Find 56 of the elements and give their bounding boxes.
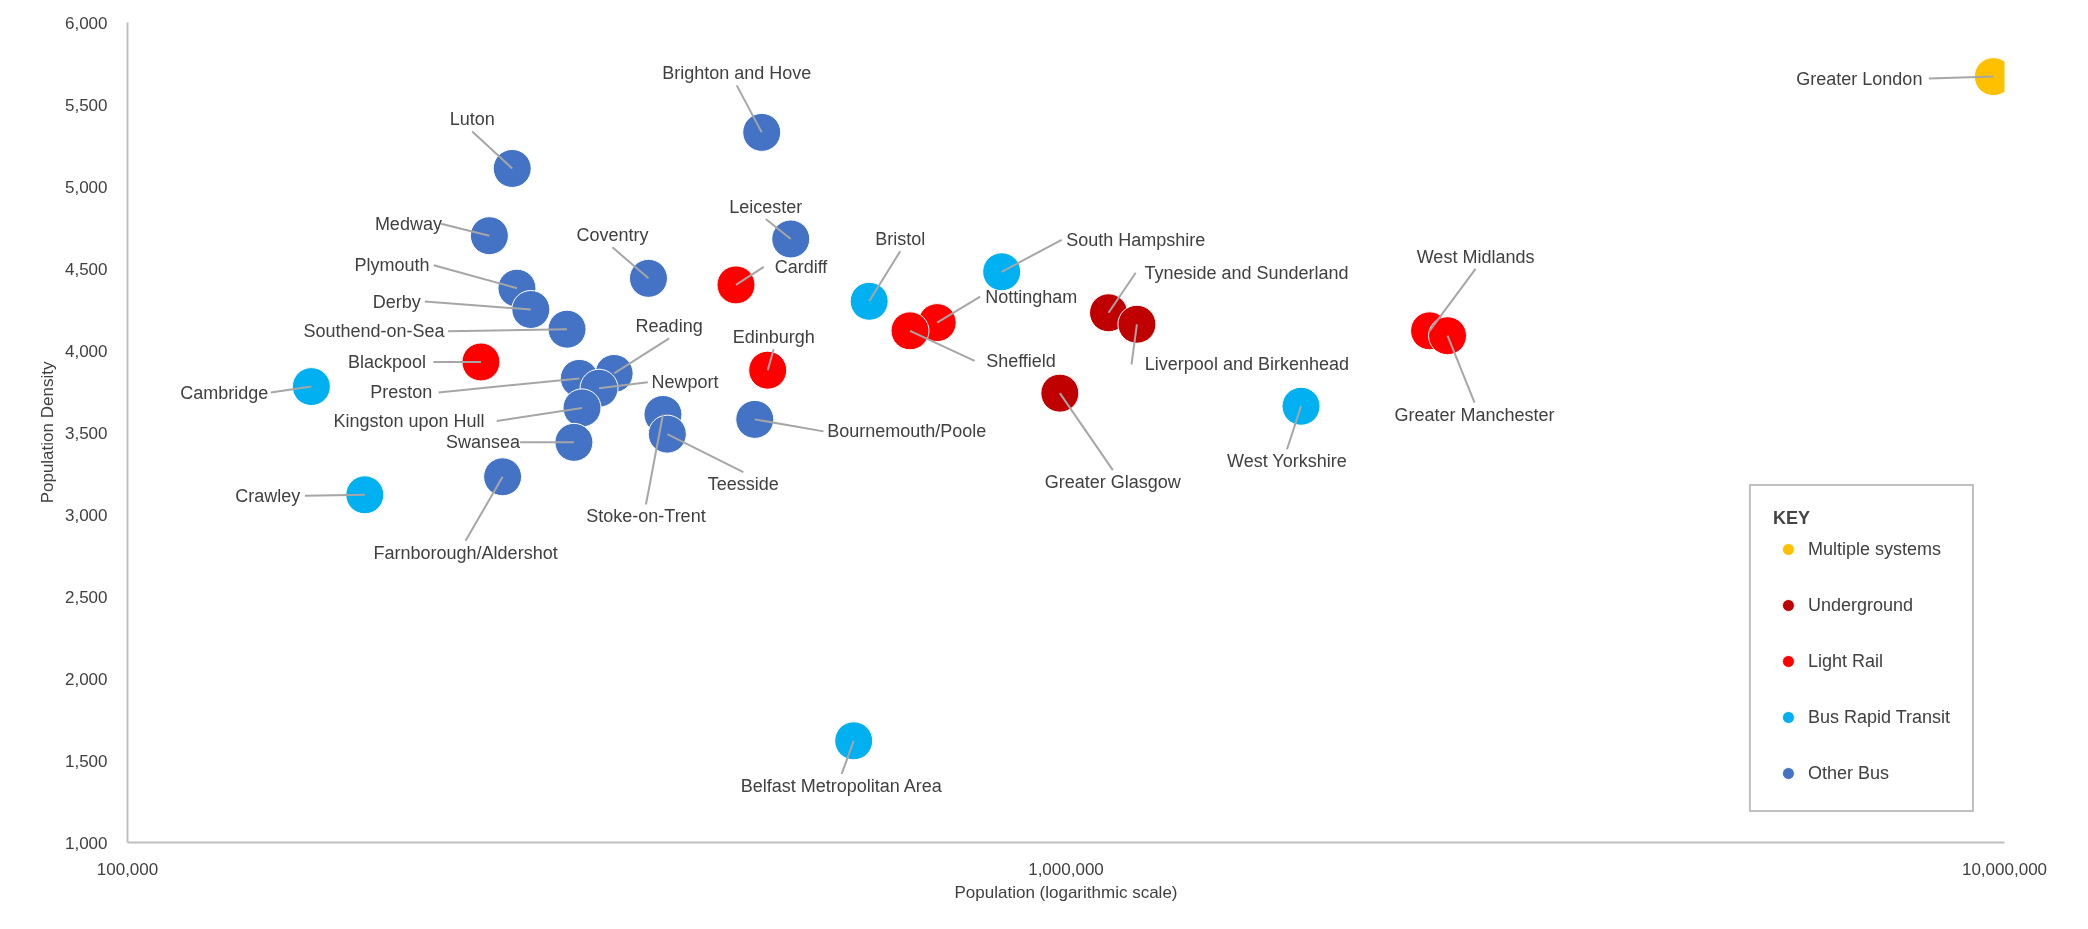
annotation: Preston bbox=[370, 382, 433, 403]
annotation: Sheffield bbox=[986, 350, 1056, 371]
annotation: Southend-on-Sea bbox=[303, 321, 446, 342]
annotation: Edinburgh bbox=[732, 327, 815, 348]
y-tick-label: 3,500 bbox=[64, 423, 108, 443]
annotation: Derby bbox=[372, 291, 421, 312]
annotation: Belfast Metropolitan Area bbox=[740, 775, 943, 796]
annotation: West Midlands bbox=[1416, 246, 1535, 267]
y-tick-label: 2,500 bbox=[64, 587, 108, 607]
x-tick-label: 10,000,000 bbox=[1961, 859, 2048, 879]
annotation: Bournemouth/Poole bbox=[827, 421, 987, 442]
y-tick-label: 1,000 bbox=[64, 833, 108, 853]
annotation: Bristol bbox=[875, 229, 926, 250]
annotation: Newport bbox=[651, 372, 719, 393]
y-tick-label: 4,000 bbox=[64, 341, 108, 361]
y-tick-label: 5,500 bbox=[64, 95, 108, 115]
annotation: Coventry bbox=[576, 225, 649, 246]
legend-label: Multiple systems bbox=[1807, 538, 1941, 560]
annotation: Reading bbox=[635, 316, 703, 337]
annotation: Cambridge bbox=[180, 382, 269, 403]
annotation: Nottingham bbox=[985, 286, 1078, 307]
legend-label: Underground bbox=[1807, 594, 1913, 616]
y-tick-label: 4,500 bbox=[64, 259, 108, 279]
legend-label: Other Bus bbox=[1807, 762, 1889, 784]
annotation: Teesside bbox=[707, 474, 779, 495]
annotation: Leicester bbox=[729, 196, 803, 217]
annotation: West Yorkshire bbox=[1226, 451, 1347, 472]
annotation: Greater Glasgow bbox=[1044, 472, 1182, 493]
annotation: Plymouth bbox=[354, 255, 430, 276]
annotation: Cardiff bbox=[774, 256, 829, 277]
annotation: Luton bbox=[449, 109, 495, 130]
annotation: Farnborough/Aldershot bbox=[373, 542, 558, 563]
x-axis-title: Population (logarithmic scale) bbox=[954, 882, 1178, 902]
annotation: Kingston upon Hull bbox=[333, 410, 485, 431]
annotation: Greater London bbox=[1796, 68, 1923, 89]
x-tick-label: 100,000 bbox=[96, 859, 159, 879]
y-tick-label: 3,000 bbox=[64, 505, 108, 525]
y-tick-label: 1,500 bbox=[64, 751, 108, 771]
y-tick-label: 5,000 bbox=[64, 177, 108, 197]
y-tick-label: 6,000 bbox=[64, 13, 108, 33]
y-axis-title: Population Density bbox=[37, 361, 57, 504]
annotation: Medway bbox=[374, 213, 442, 234]
annotation: South Hampshire bbox=[1066, 229, 1206, 250]
y-tick-label: 2,000 bbox=[64, 669, 108, 689]
annotation: Liverpool and Birkenhead bbox=[1144, 354, 1349, 375]
annotation: Tyneside and Sunderland bbox=[1144, 262, 1349, 283]
annotation: Brighton and Hove bbox=[662, 63, 812, 84]
legend-title: KEY bbox=[1772, 508, 1811, 529]
annotation: Stoke-on-Trent bbox=[586, 506, 706, 527]
x-tick-label: 1,000,000 bbox=[1028, 859, 1104, 879]
annotation: Greater Manchester bbox=[1394, 404, 1555, 425]
legend-label: Light Rail bbox=[1807, 650, 1883, 672]
legend-label: Bus Rapid Transit bbox=[1807, 706, 1950, 728]
annotation: Swansea bbox=[445, 432, 521, 453]
annotation: Crawley bbox=[235, 485, 301, 506]
annotation: Blackpool bbox=[347, 351, 426, 372]
